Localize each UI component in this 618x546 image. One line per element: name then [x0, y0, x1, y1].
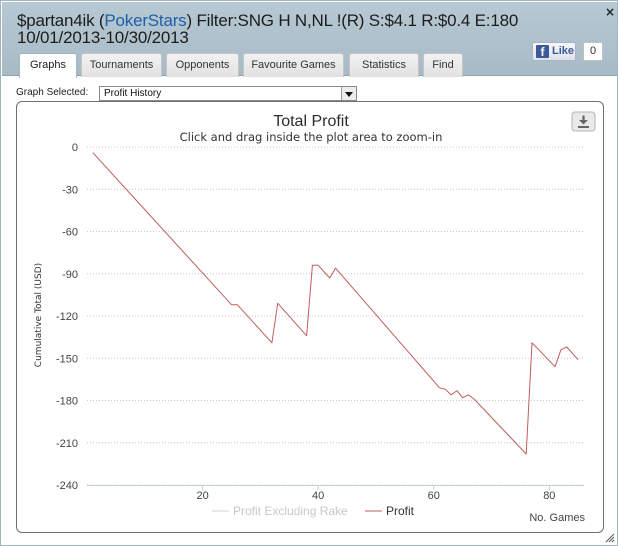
x-tick-label: 60 — [428, 490, 440, 502]
title-bar: $partan4ik (PokerStars) Filter:SNG H N,N… — [2, 2, 617, 78]
graph-select-dropdown[interactable]: Profit History — [99, 86, 357, 101]
facebook-icon: f — [536, 45, 549, 59]
series-lines — [92, 152, 579, 455]
y-tick-label: -180 — [56, 396, 78, 408]
close-button[interactable]: × — [604, 5, 616, 19]
tab-tournaments[interactable]: Tournaments — [81, 53, 162, 77]
x-tick-label: 80 — [543, 490, 555, 502]
grid-lines — [87, 146, 584, 486]
download-icon[interactable] — [571, 111, 596, 132]
title-filter: ) Filter:SNG H N,NL !(R) S:$4.1 R:$0.4 E… — [17, 11, 519, 47]
title-site-link[interactable]: PokerStars — [104, 11, 187, 30]
x-axis-ticks: 20 40 60 80 — [196, 485, 555, 502]
like-label: Like — [552, 45, 575, 57]
y-tick-label: 0 — [72, 142, 78, 154]
chart-title: Total Profit — [273, 113, 349, 130]
y-tick-label: -150 — [56, 353, 78, 365]
tab-find[interactable]: Find — [423, 53, 463, 77]
profit-chart[interactable]: Total Profit Click and drag inside the p… — [17, 102, 605, 534]
resize-grip-icon[interactable] — [605, 533, 615, 543]
tab-graphs[interactable]: Graphs — [19, 53, 77, 78]
y-tick-label: -210 — [56, 438, 78, 450]
title-player: $partan4ik ( — [17, 11, 105, 30]
like-count: 0 — [583, 42, 603, 61]
graph-select-value: Profit History — [104, 88, 162, 99]
tab-favourite-games[interactable]: Favourite Games — [243, 53, 344, 77]
legend-item[interactable]: Profit — [386, 504, 415, 518]
y-axis-title: Cumulative Total (USD) — [34, 263, 44, 367]
x-tick-label: 40 — [312, 490, 324, 502]
chart-panel: Total Profit Click and drag inside the p… — [16, 101, 604, 533]
chart-subtitle: Click and drag inside the plot area to z… — [180, 130, 443, 144]
x-axis-title: No. Games — [529, 512, 585, 524]
tab-opponents[interactable]: Opponents — [166, 53, 239, 77]
graph-select-label: Graph Selected: — [16, 87, 89, 98]
y-tick-label: -120 — [56, 311, 78, 323]
facebook-like-button[interactable]: f Like — [532, 42, 576, 61]
y-tick-label: -60 — [62, 227, 78, 239]
y-tick-label: -240 — [56, 480, 78, 492]
x-tick-label: 20 — [196, 490, 208, 502]
window-title: $partan4ik (PokerStars) Filter:SNG H N,N… — [17, 12, 587, 46]
series-line-profit[interactable] — [92, 152, 579, 455]
chevron-down-icon[interactable] — [341, 87, 356, 100]
y-axis-ticks: 0 -30 -60 -90 -120 -150 -180 -210 -240 — [56, 142, 78, 492]
y-tick-label: -90 — [62, 269, 78, 281]
y-tick-label: -30 — [62, 184, 78, 196]
chart-legend: Profit Excluding Rake Profit — [212, 504, 415, 518]
legend-item[interactable]: Profit Excluding Rake — [233, 504, 348, 518]
tab-statistics[interactable]: Statistics — [349, 53, 419, 77]
